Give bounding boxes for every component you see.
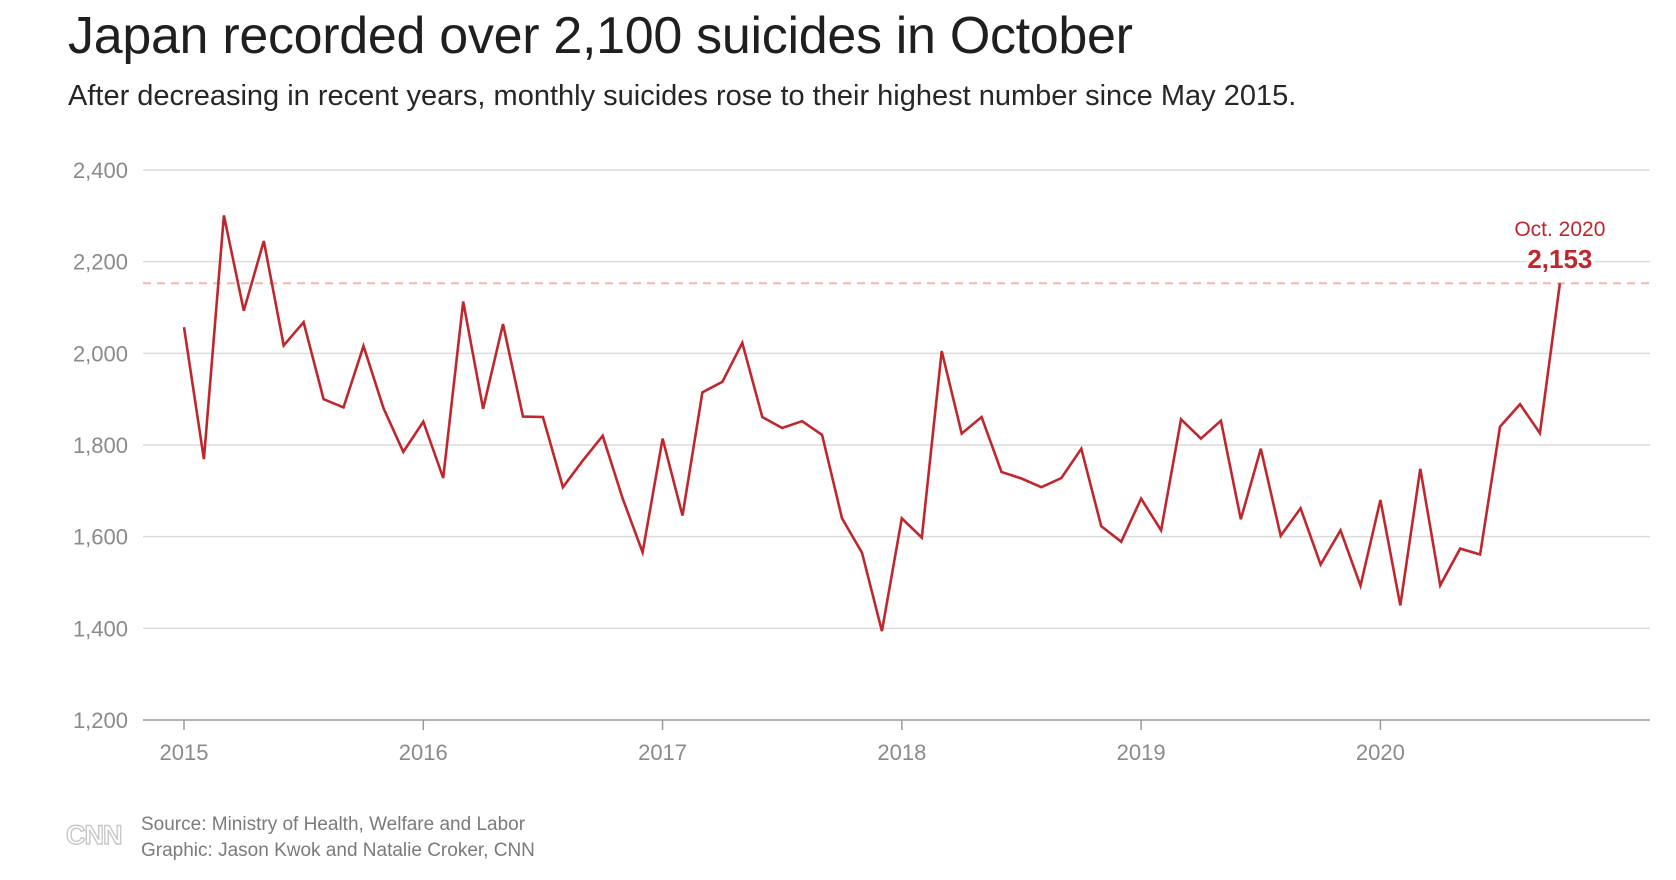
x-tick-label: 2015 (160, 740, 209, 765)
x-tick-label: 2017 (638, 740, 687, 765)
annotation-date-label: Oct. 2020 (1514, 218, 1605, 241)
series-line (182, 215, 1562, 632)
x-tick-label: 2016 (399, 740, 448, 765)
y-tick-label: 1,800 (73, 433, 128, 458)
y-tick-label: 1,200 (73, 708, 128, 733)
x-tick-label: 2020 (1356, 740, 1405, 765)
y-tick-label: 2,000 (73, 341, 128, 366)
source-note: Source: Ministry of Health, Welfare and … (141, 814, 526, 835)
y-tick-label: 2,400 (73, 158, 128, 183)
annotation-value-label: 2,153 (1527, 244, 1592, 274)
y-tick-label: 1,600 (73, 525, 128, 550)
grid (143, 169, 1650, 630)
axes: 1,200 1,400 1,600 1,800 2,000 2,200 2,400 2015 2… (73, 158, 1650, 765)
annotation: Oct. 2020 2,153 (1514, 218, 1605, 277)
x-tick-label: 2018 (877, 740, 926, 765)
y-tick-label: 1,400 (73, 616, 128, 641)
x-tick-label: 2019 (1117, 740, 1166, 765)
series (182, 215, 1562, 632)
cnn-logo: CNN (65, 819, 123, 850)
footer: Source: Ministry of Health, Welfare and … (141, 812, 535, 864)
chart-subtitle: After decreasing in recent years, monthl… (68, 80, 1297, 112)
credit-note: Graphic: Jason Kwok and Natalie Croker, … (141, 840, 535, 861)
y-tick-label: 2,200 (73, 250, 128, 275)
chart-title: Japan recorded over 2,100 suicides in Oc… (68, 7, 1133, 65)
